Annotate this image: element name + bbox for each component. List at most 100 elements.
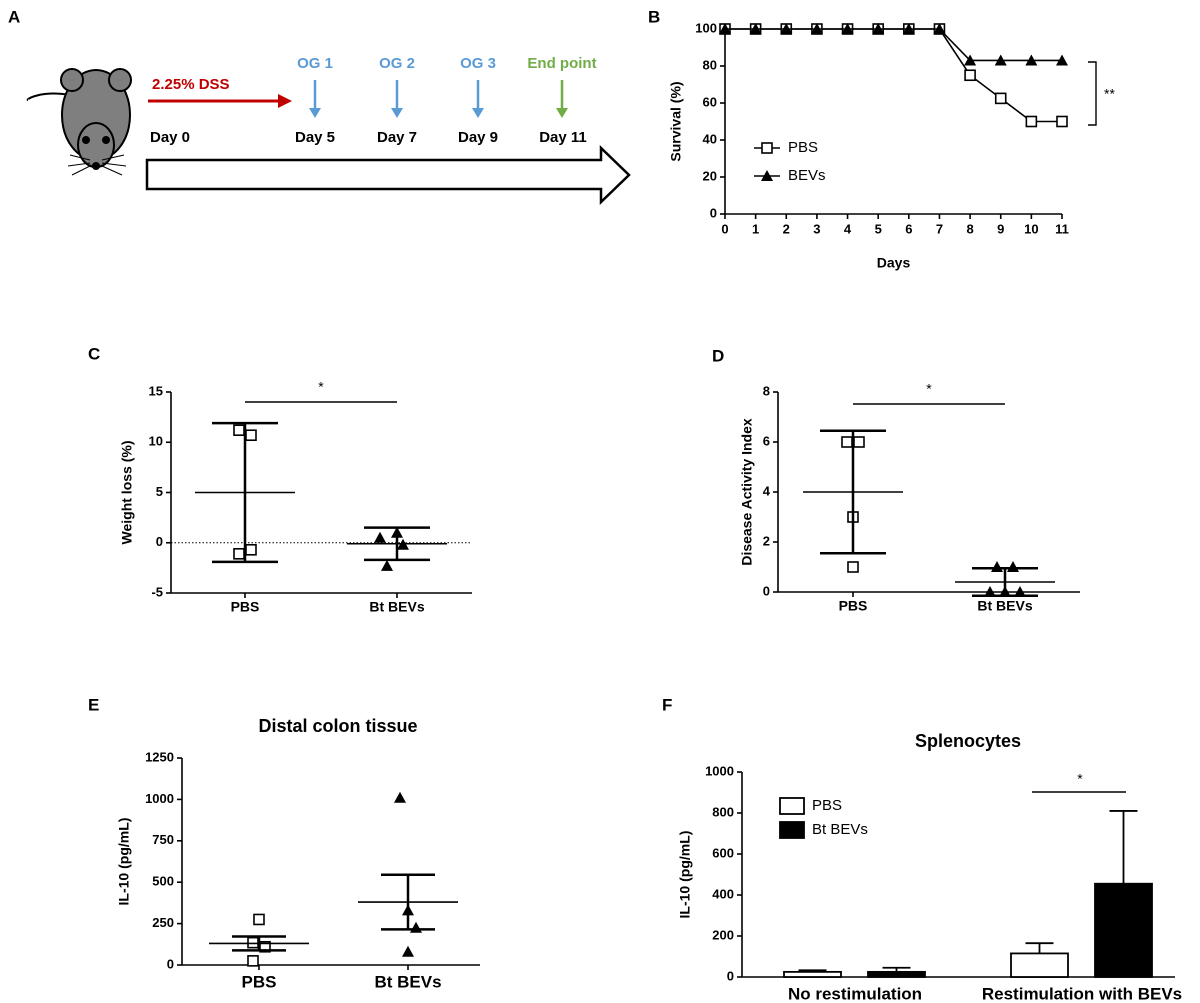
- marker-triangle: [872, 23, 885, 34]
- marker-square: [1025, 115, 1038, 128]
- marker-square: [847, 561, 859, 573]
- panel-label: B: [648, 7, 660, 26]
- marker-triangle: [749, 23, 762, 34]
- panel-label: F: [662, 695, 672, 714]
- chart-title: Splenocytes: [915, 731, 1021, 751]
- panel-label: D: [712, 346, 724, 365]
- y-tick-label: 0: [727, 968, 734, 983]
- gavage-arrowhead: [472, 108, 484, 118]
- day-label: Day 9: [458, 129, 498, 146]
- y-tick-label: 750: [152, 832, 174, 847]
- y-tick-label: 6: [763, 433, 770, 448]
- day-label: Day 7: [377, 129, 417, 146]
- x-tick-label: 10: [1024, 221, 1038, 236]
- marker-square: [233, 548, 245, 560]
- x-tick-label: 11: [1055, 221, 1069, 236]
- significance-label: *: [926, 381, 932, 397]
- x-tick-label: 5: [875, 221, 882, 236]
- y-tick-label: 2: [763, 533, 770, 548]
- marker-triangle: [374, 531, 386, 543]
- y-tick-label: 200: [712, 927, 734, 942]
- y-tick-label: 20: [703, 168, 717, 183]
- marker-triangle: [394, 791, 406, 803]
- x-tick-label: 2: [783, 221, 790, 236]
- marker-triangle: [984, 586, 996, 597]
- gavage-label: OG 2: [379, 55, 415, 72]
- x-tick-label: PBS: [231, 599, 260, 615]
- marker-triangle: [1056, 54, 1068, 66]
- marker-triangle: [841, 23, 854, 34]
- marker-square: [964, 69, 976, 82]
- y-tick-label: 1250: [145, 749, 174, 764]
- y-tick-label: 5: [156, 484, 163, 499]
- x-tick-label: Restimulation with BEVs: [982, 984, 1182, 1003]
- panel-label: C: [88, 344, 100, 363]
- y-tick-label: 40: [703, 131, 717, 146]
- gavage-arrowhead: [391, 108, 403, 118]
- end-arrowhead: [556, 108, 568, 118]
- y-tick-label: 0: [763, 583, 770, 598]
- treatment-label: 2.25% DSS: [152, 76, 230, 93]
- y-tick-label: 60: [703, 94, 717, 109]
- chart-title: Distal colon tissue: [258, 716, 417, 736]
- mouse-icon: [26, 68, 132, 176]
- x-tick-label: Bt BEVs: [374, 972, 441, 991]
- series-line: [725, 28, 1062, 62]
- marker-triangle: [902, 23, 915, 34]
- series-line: [725, 28, 1062, 123]
- treatment-arrowhead: [278, 94, 292, 108]
- significance-label: **: [1104, 86, 1115, 102]
- y-tick-label: 4: [763, 483, 771, 498]
- gavage-label: OG 3: [460, 55, 496, 72]
- marker-triangle: [964, 54, 977, 66]
- y-tick-label: 400: [712, 886, 734, 901]
- marker-square: [247, 955, 259, 967]
- panel-label: E: [88, 695, 99, 714]
- y-tick-label: 0: [167, 956, 174, 971]
- x-axis-label: Days: [877, 255, 911, 271]
- marker-square: [853, 436, 865, 448]
- legend-label: PBS: [788, 139, 818, 156]
- marker-triangle: [994, 54, 1007, 66]
- marker-triangle: [381, 559, 393, 571]
- legend-swatch: [779, 821, 805, 839]
- bar: [1010, 952, 1069, 978]
- x-tick-label: PBS: [242, 972, 277, 991]
- y-axis-label: Disease Activity Index: [739, 418, 755, 566]
- x-tick-label: PBS: [839, 598, 868, 614]
- marker-triangle: [1007, 561, 1019, 572]
- day-label: Day 11: [539, 129, 587, 146]
- day-label: Day 0: [150, 129, 190, 146]
- x-tick-label: Bt BEVs: [369, 599, 424, 615]
- x-tick-label: 4: [844, 221, 852, 236]
- legend-label: Bt BEVs: [812, 821, 868, 838]
- y-tick-label: 1000: [705, 763, 734, 778]
- x-tick-label: 7: [936, 221, 943, 236]
- gavage-arrowhead: [309, 108, 321, 118]
- x-tick-label: 0: [721, 221, 728, 236]
- legend-marker: [761, 142, 773, 154]
- x-tick-label: 1: [752, 221, 759, 236]
- marker-triangle: [991, 561, 1003, 572]
- legend-label: PBS: [812, 797, 842, 814]
- y-tick-label: -5: [151, 584, 163, 599]
- y-tick-label: 0: [710, 205, 717, 220]
- day-label: Day 5: [295, 129, 335, 146]
- marker-square: [1056, 115, 1068, 128]
- marker-triangle: [1014, 586, 1026, 597]
- panel-label: A: [8, 7, 20, 26]
- y-tick-label: 250: [152, 915, 174, 930]
- y-axis-label: Weight loss (%): [119, 441, 135, 545]
- end-label: End point: [527, 55, 596, 72]
- significance-label: *: [1077, 771, 1083, 787]
- marker-square: [233, 424, 245, 436]
- legend-marker: [761, 170, 773, 181]
- marker-square: [247, 936, 259, 949]
- x-tick-label: 8: [966, 221, 973, 236]
- bar: [867, 970, 926, 978]
- marker-square: [994, 92, 1007, 105]
- marker-triangle: [1025, 54, 1038, 66]
- bar: [1094, 882, 1153, 978]
- marker-square: [245, 543, 257, 556]
